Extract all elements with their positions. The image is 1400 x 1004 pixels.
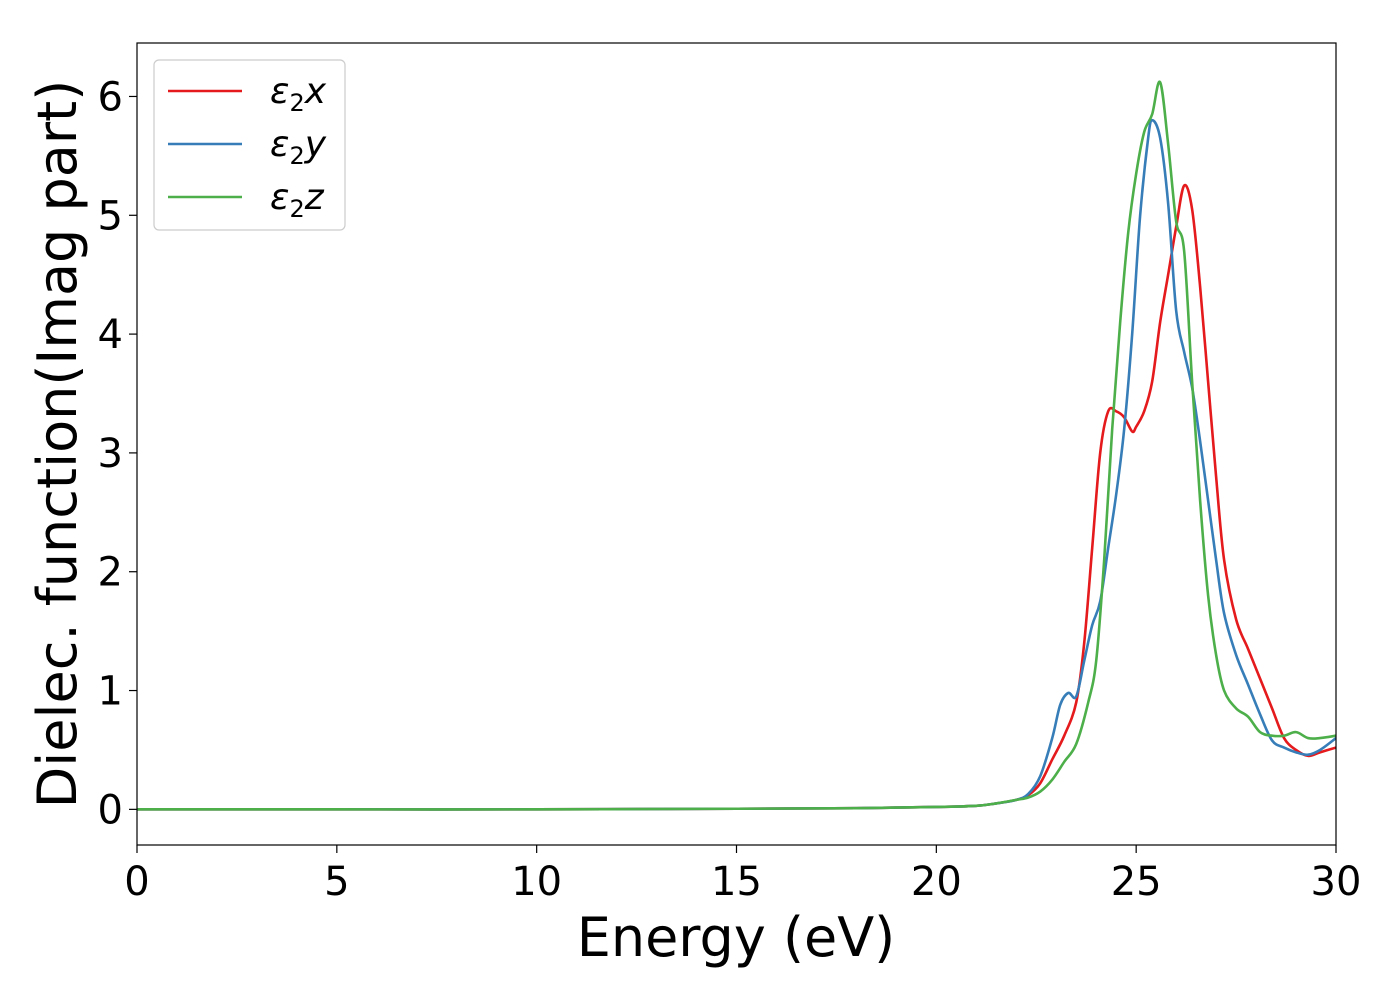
x-tick-label: 15 <box>711 859 762 905</box>
legend: ε2x ε2y ε2z <box>153 59 346 231</box>
legend-label-y: ε2y <box>270 124 327 170</box>
series-line-z <box>137 80 1336 811</box>
series-line-x <box>137 183 1336 811</box>
legend-box <box>153 59 346 231</box>
y-tick-label: 6 <box>98 74 123 120</box>
legend-label-z: ε2z <box>270 177 325 223</box>
y-tick-label: 3 <box>98 431 123 477</box>
x-tick-label: 10 <box>511 859 562 905</box>
y-tick-label: 4 <box>98 312 123 358</box>
x-tick-label: 25 <box>1111 859 1162 905</box>
series-layer <box>137 80 1336 811</box>
y-axis-title: Dielec. function(Imag part) <box>26 80 89 809</box>
y-tick-label: 0 <box>98 787 123 833</box>
x-axis-ticks: 0 5 10 15 20 25 30 <box>124 845 1361 905</box>
y-tick-label: 2 <box>98 550 123 596</box>
x-tick-label: 0 <box>124 859 149 905</box>
x-tick-label: 5 <box>324 859 349 905</box>
x-tick-label: 20 <box>911 859 962 905</box>
legend-label-x: ε2x <box>270 71 327 117</box>
y-tick-label: 5 <box>98 193 123 239</box>
x-tick-label: 30 <box>1311 859 1362 905</box>
y-axis-ticks: 0 1 2 3 4 5 6 <box>98 74 137 833</box>
x-axis-title: Energy (eV) <box>577 906 896 969</box>
y-tick-label: 1 <box>98 669 123 715</box>
